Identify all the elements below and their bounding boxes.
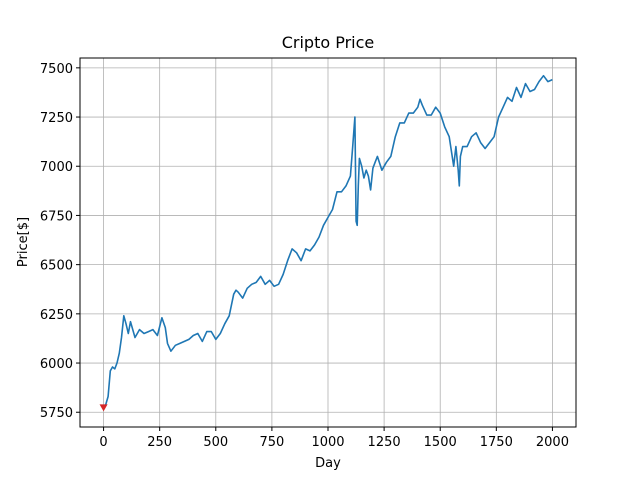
y-tick-label: 7500	[40, 62, 73, 77]
y-tick-label: 6000	[40, 357, 73, 372]
chart-title: Cripto Price	[282, 33, 375, 52]
x-tick-label: 1250	[368, 435, 401, 450]
x-tick-label: 0	[99, 435, 107, 450]
x-tick-label: 2000	[536, 435, 569, 450]
y-tick-label: 5750	[40, 406, 73, 421]
price-series-line	[102, 74, 553, 408]
axis-ticks: 0 250 500 750 1000 1250 1500 1750 2000 5750 6000 62…	[40, 62, 569, 450]
y-tick-label: 6500	[40, 259, 73, 274]
plot-area	[99, 74, 553, 412]
y-axis-label: Price[$]	[16, 217, 31, 267]
y-tick-label: 7000	[40, 160, 73, 175]
x-axis-label: Day	[315, 456, 341, 471]
x-tick-label: 1500	[424, 435, 457, 450]
y-tick-label: 6250	[40, 308, 73, 323]
x-tick-label: 750	[259, 435, 284, 450]
x-tick-label: 500	[203, 435, 228, 450]
x-tick-label: 1750	[480, 435, 513, 450]
y-tick-label: 6750	[40, 209, 73, 224]
grid-lines	[80, 58, 576, 427]
y-tick-label: 7250	[40, 111, 73, 126]
start-marker	[99, 404, 108, 412]
x-tick-label: 250	[147, 435, 172, 450]
x-tick-label: 1000	[311, 435, 344, 450]
